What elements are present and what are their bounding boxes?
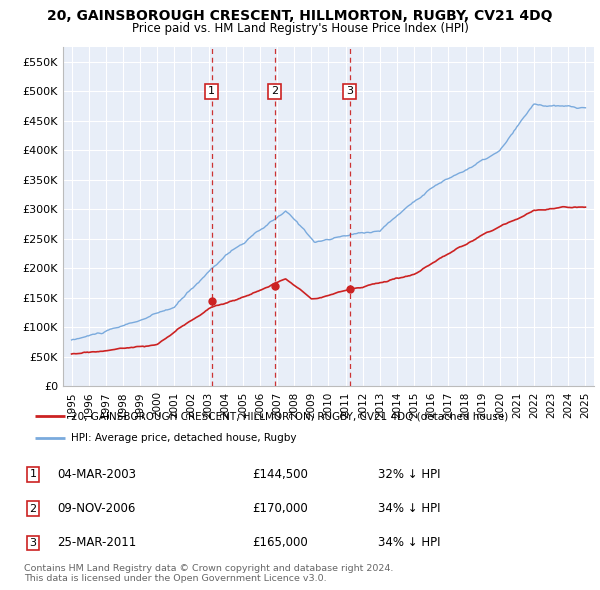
- Text: £165,000: £165,000: [252, 536, 308, 549]
- Text: 25-MAR-2011: 25-MAR-2011: [57, 536, 136, 549]
- Text: 1: 1: [208, 87, 215, 96]
- Text: 1: 1: [29, 470, 37, 479]
- Text: 2: 2: [29, 504, 37, 513]
- Text: 20, GAINSBOROUGH CRESCENT, HILLMORTON, RUGBY, CV21 4DQ (detached house): 20, GAINSBOROUGH CRESCENT, HILLMORTON, R…: [71, 411, 508, 421]
- Text: £170,000: £170,000: [252, 502, 308, 515]
- Text: Contains HM Land Registry data © Crown copyright and database right 2024.
This d: Contains HM Land Registry data © Crown c…: [24, 563, 394, 583]
- Text: HPI: Average price, detached house, Rugby: HPI: Average price, detached house, Rugb…: [71, 433, 296, 443]
- Text: 32% ↓ HPI: 32% ↓ HPI: [378, 468, 440, 481]
- Text: Price paid vs. HM Land Registry's House Price Index (HPI): Price paid vs. HM Land Registry's House …: [131, 22, 469, 35]
- Text: 04-MAR-2003: 04-MAR-2003: [57, 468, 136, 481]
- Text: 3: 3: [346, 87, 353, 96]
- Text: 34% ↓ HPI: 34% ↓ HPI: [378, 502, 440, 515]
- Text: 2: 2: [271, 87, 278, 96]
- Text: 20, GAINSBOROUGH CRESCENT, HILLMORTON, RUGBY, CV21 4DQ: 20, GAINSBOROUGH CRESCENT, HILLMORTON, R…: [47, 9, 553, 23]
- Text: £144,500: £144,500: [252, 468, 308, 481]
- Text: 3: 3: [29, 538, 37, 548]
- Text: 09-NOV-2006: 09-NOV-2006: [57, 502, 136, 515]
- Text: 34% ↓ HPI: 34% ↓ HPI: [378, 536, 440, 549]
